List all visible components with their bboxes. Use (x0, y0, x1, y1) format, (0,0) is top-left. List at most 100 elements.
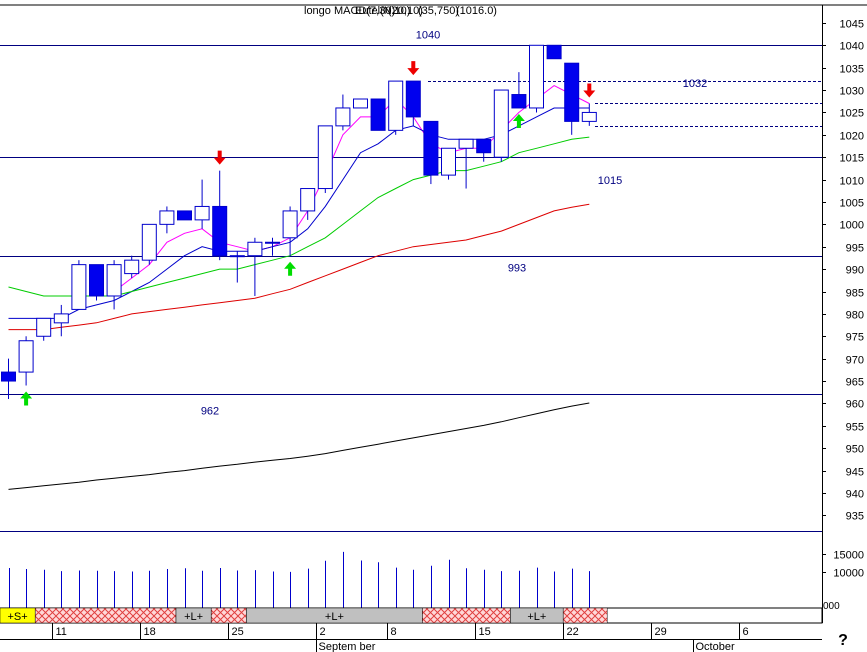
candle-26 (458, 138, 474, 189)
price-tick-label-990: 990 (846, 265, 864, 277)
signal-band-hatch-1 (34, 607, 177, 624)
candle-body-up (18, 340, 34, 373)
header-title-4: (35,750) (418, 5, 459, 17)
candle-5 (89, 264, 104, 301)
ma-line-0 (113, 85, 590, 292)
level-label-1032: 1032 (683, 78, 707, 90)
candle-body-up (458, 138, 474, 149)
signal-band-label-0: +S+ (8, 611, 28, 623)
candle-body-down (1, 371, 16, 382)
header-title-3: (20,10) (388, 5, 423, 17)
chart-header: longo MACD(7,30,10)Eutel(N)(20,10)(35,750… (304, 5, 497, 17)
price-tick-label-985: 985 (846, 288, 864, 300)
candle-1 (18, 336, 34, 386)
price-tick-label-1030: 1030 (840, 86, 864, 98)
price-tick-label-945: 945 (846, 467, 864, 479)
candle-27 (476, 138, 492, 162)
buy-arrow-2 (284, 261, 297, 276)
help-icon: ? (838, 632, 848, 649)
candle-23 (405, 80, 421, 126)
ma-line-4 (8, 402, 590, 490)
month-label-1: October (696, 641, 735, 652)
candle-8 (141, 223, 157, 265)
level-label-1040: 1040 (416, 29, 440, 41)
candle-30 (529, 44, 544, 113)
month-label-0: Septem ber (319, 641, 376, 652)
signal-band-hatch-5 (422, 607, 511, 624)
price-tick-label-1010: 1010 (840, 176, 864, 188)
date-label-4: 8 (391, 626, 397, 638)
candle-33 (581, 103, 597, 126)
candle-body-down (89, 264, 104, 297)
header-title-0: longo (304, 5, 331, 17)
level-labels: 1040 1032 1015 993 962 (201, 29, 707, 417)
price-tick-label-935: 935 (846, 511, 864, 523)
candle-17 (300, 188, 316, 220)
date-label-1: 18 (144, 626, 156, 638)
candle-32 (564, 62, 580, 135)
date-label-6: 22 (567, 626, 579, 638)
level-label-962: 962 (201, 405, 219, 417)
candle-16 (282, 206, 298, 256)
signal-band-label-4: +L+ (325, 611, 344, 623)
candle-body-up (282, 210, 298, 239)
candle-body-up (265, 241, 280, 244)
sell-arrow-3 (407, 61, 420, 76)
date-axis: 11 18 25 2 8 15 22 29 6 Septem ber October (0, 623, 822, 652)
price-tick-label-1045: 1045 (840, 19, 864, 31)
price-tick-label-1015: 1015 (840, 153, 864, 165)
candle-4 (71, 260, 87, 310)
date-label-0: 11 (56, 626, 67, 638)
candle-body-up (353, 98, 368, 109)
candle-body-up (441, 147, 456, 176)
volume-panel: 10000 15000 000 (9, 550, 864, 612)
candle-22 (388, 80, 404, 135)
candle-0 (1, 358, 16, 399)
header-title-2: Eutel(N) (355, 5, 395, 17)
price-tick-label-940: 940 (846, 489, 864, 501)
candle-18 (317, 125, 333, 194)
price-tick-label-980: 980 (846, 310, 864, 322)
candle-2 (36, 317, 52, 341)
candle-body-up (106, 264, 122, 297)
candle-body-up (493, 89, 509, 158)
candle-body-down (511, 94, 527, 109)
candle-11 (194, 179, 210, 229)
price-tick-label-955: 955 (846, 422, 864, 434)
candle-body-down (405, 80, 421, 118)
candle-body-down (423, 120, 439, 176)
date-label-8: 6 (743, 626, 749, 638)
candle-19 (335, 94, 351, 131)
candle-body-down (177, 210, 192, 221)
candle-body-down (212, 205, 228, 257)
candle-21 (370, 98, 386, 131)
buy-arrow-0 (20, 391, 33, 406)
sell-arrow-5 (583, 83, 596, 98)
signal-band: +S+ +L+ +L+ +L+ (0, 607, 823, 624)
price-tick-label-1035: 1035 (840, 64, 864, 76)
signal-band-hatch-7 (562, 607, 608, 624)
candle-29 (511, 72, 527, 109)
candle-15 (265, 237, 280, 256)
candle-31 (546, 44, 562, 60)
candle-body-up (388, 80, 404, 131)
price-axis: 935 940 945 950 955 960 965 970 975 980 985 990 995 1… (822, 19, 864, 649)
candle-body-down (476, 138, 492, 154)
volume-tick-label-15000: 15000 (833, 550, 864, 562)
ma-line-1 (8, 107, 590, 319)
candle-25 (441, 147, 456, 180)
candle-14 (247, 237, 263, 296)
candle-body-up (36, 317, 52, 337)
candle-20 (353, 98, 368, 109)
candle-body-down (564, 62, 580, 122)
candle-28 (493, 89, 509, 162)
date-label-2: 25 (232, 626, 244, 638)
price-tick-label-995: 995 (846, 243, 864, 255)
price-tick-label-950: 950 (846, 444, 864, 456)
candle-body-up (247, 241, 263, 257)
candle-12 (212, 170, 228, 261)
level-label-1015: 1015 (598, 175, 622, 187)
candle-body-down (546, 44, 562, 60)
candle-body-up (529, 44, 544, 109)
